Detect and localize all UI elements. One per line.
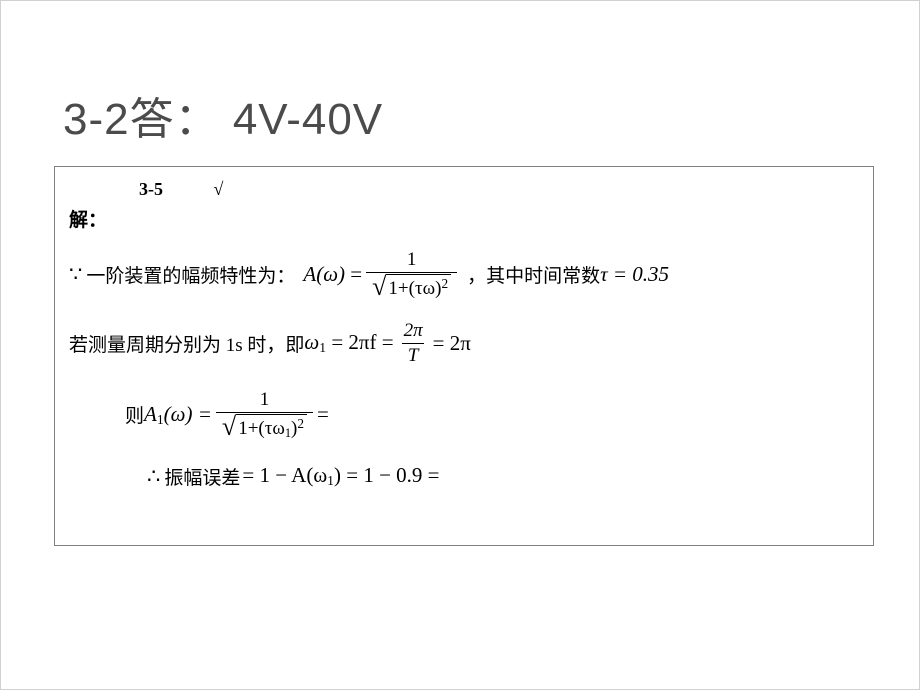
equation-line-3: 则 A1(ω) = 1 √ 1+(τω1)2 = bbox=[125, 389, 859, 441]
frac3-num: 1 bbox=[254, 389, 276, 412]
because-symbol: ∵ bbox=[69, 262, 82, 287]
therefore-symbol: ∴ bbox=[147, 464, 160, 489]
equation-line-1: ∵ 一阶装置的幅频特性为： A(ω) = 1 √ 1+(τω)2 ，其中时间常数… bbox=[69, 249, 859, 300]
frac2-num: 2π bbox=[398, 320, 429, 343]
solution-box: 3-5 √ 解： ∵ 一阶装置的幅频特性为： A(ω) = 1 √ 1+(τω)… bbox=[54, 166, 874, 546]
equation-line-2: 若测量周期分别为 1s 时，即 ω1 = 2πf = 2π T = 2π bbox=[69, 320, 859, 367]
problem-header: 3-5 √ bbox=[139, 177, 859, 202]
eq3-tail: = bbox=[317, 402, 329, 427]
a-omega: A(ω) bbox=[303, 262, 345, 286]
sqrt-3: √ 1+(τω1)2 bbox=[222, 414, 307, 441]
problem-number: 3-5 bbox=[139, 179, 163, 199]
solve-label: 解： bbox=[69, 208, 859, 235]
check-icon: √ bbox=[214, 179, 224, 199]
slide-title: 3-2答： 4V-40V bbox=[63, 83, 383, 147]
eq2: = 2πf = bbox=[326, 330, 394, 354]
frac2-den: T bbox=[402, 343, 425, 367]
tau-value: τ = 0.35 bbox=[600, 262, 669, 287]
fraction-2: 2π T bbox=[398, 320, 429, 367]
slide: 3-2答： 4V-40V 3-5 √ 解： ∵ 一阶装置的幅频特性为： A(ω)… bbox=[0, 0, 920, 690]
eq-sign-1: = bbox=[345, 262, 362, 286]
equation-line-4: ∴ 振幅误差 = 1 − A(ω1) = 1 − 0.9 = bbox=[147, 463, 859, 490]
frac1-num: 1 bbox=[401, 249, 423, 272]
line3-pre: 则 bbox=[125, 401, 144, 428]
line1-tail: 其中时间常数 bbox=[486, 266, 600, 287]
line1-punct: ， bbox=[467, 266, 486, 287]
eq2-tail: = 2π bbox=[433, 331, 471, 356]
line4-text: 振幅误差 bbox=[164, 463, 240, 490]
line1-text: 一阶装置的幅频特性为： bbox=[86, 261, 295, 288]
sqrt-1: √ 1+(τω)2 bbox=[372, 274, 451, 300]
fraction-3: 1 √ 1+(τω1)2 bbox=[216, 389, 313, 441]
line2-text: 若测量周期分别为 1s 时，即 bbox=[69, 330, 304, 357]
fraction-1: 1 √ 1+(τω)2 bbox=[366, 249, 457, 300]
